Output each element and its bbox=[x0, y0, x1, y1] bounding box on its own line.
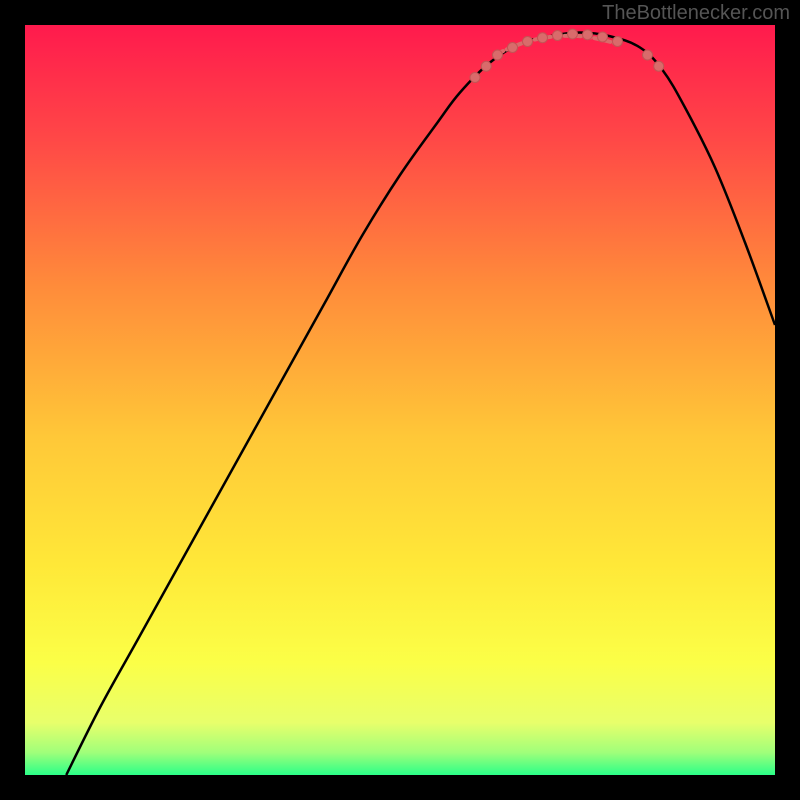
marker-point bbox=[493, 50, 503, 60]
marker-point bbox=[508, 43, 518, 53]
marker-point bbox=[598, 32, 608, 42]
bottleneck-chart bbox=[25, 25, 775, 775]
marker-point bbox=[583, 30, 593, 40]
marker-point bbox=[654, 61, 664, 71]
marker-point bbox=[553, 31, 563, 41]
chart-svg bbox=[25, 25, 775, 775]
watermark-text: TheBottlenecker.com bbox=[602, 2, 790, 25]
marker-point bbox=[568, 29, 578, 39]
marker-point bbox=[613, 37, 623, 47]
marker-point bbox=[481, 61, 491, 71]
chart-background bbox=[25, 25, 775, 775]
marker-point bbox=[643, 50, 653, 60]
marker-point bbox=[470, 73, 480, 83]
marker-point bbox=[538, 33, 548, 43]
marker-point bbox=[523, 37, 533, 47]
